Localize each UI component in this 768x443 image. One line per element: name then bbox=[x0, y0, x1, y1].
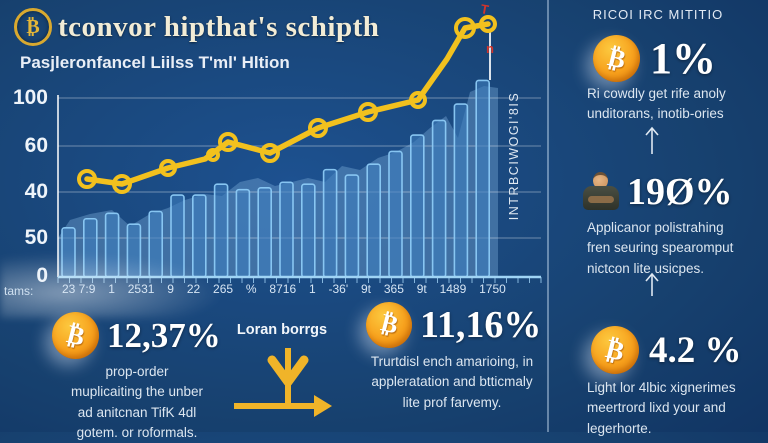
svg-text:T: T bbox=[479, 1, 489, 17]
svg-text:n: n bbox=[486, 41, 494, 56]
person-icon bbox=[583, 172, 619, 212]
x-tick-label: 1 bbox=[108, 282, 115, 296]
bitcoin-icon: ₿ bbox=[52, 312, 99, 359]
bitcoin-icon: ₿ bbox=[366, 302, 412, 348]
y-tick-label: 100 bbox=[12, 86, 48, 109]
page-title: tconvor hipthat's schipth bbox=[58, 10, 380, 43]
sidebar-stat-1: ₿ 1% bbox=[593, 33, 716, 84]
sidebar-divider bbox=[547, 0, 549, 432]
stat-description: prop-order muplicaiting the unber ad ani… bbox=[70, 364, 204, 440]
stat-description: Applicanor polistrahing fren seuring spe… bbox=[587, 220, 734, 276]
x-tick-label: 1489 bbox=[439, 282, 467, 296]
x-tick-label: 8716 bbox=[269, 282, 297, 296]
x-tick-label: 365 bbox=[383, 282, 404, 296]
x-tick-label: 1 bbox=[308, 282, 316, 296]
page-header: ₿ tconvor hipthat's schipth bbox=[14, 8, 379, 46]
x-tick-label: -36' bbox=[328, 282, 349, 296]
x-tick-label: 9t bbox=[416, 282, 427, 296]
x-tick-label: 9t bbox=[360, 282, 371, 296]
y-tick-label: 60 bbox=[24, 134, 48, 157]
x-tick-label: 9 bbox=[167, 282, 174, 296]
x-tick-label: 22 bbox=[186, 282, 201, 296]
bitcoin-icon: ₿ bbox=[593, 35, 640, 82]
stat-value: 4.2 % bbox=[649, 329, 742, 371]
center-note-label: Loran borrgs bbox=[236, 322, 328, 338]
y-tick-label: 40 bbox=[24, 180, 48, 203]
bottom-stat-1: ₿ 12,37% prop-order muplicaiting the unb… bbox=[34, 312, 240, 443]
up-arrow-icon bbox=[645, 126, 659, 154]
up-arrow-icon bbox=[645, 272, 659, 296]
chart-vertical-label: INTRBCIWOGI'8IS bbox=[507, 91, 521, 221]
stat-value: 12,37% bbox=[107, 315, 221, 355]
sidebar-stat-3: ₿ 4.2 % bbox=[591, 326, 742, 374]
stat-value: 19Ø% bbox=[627, 171, 733, 213]
sidebar-stat-2: 19Ø% bbox=[583, 170, 733, 214]
x-axis-labels: 23 7:9 1 2531 9 22 265% 8716 1 -36' 9t 365 9t 1489 17… bbox=[62, 282, 506, 296]
x-tick-label: 1750 bbox=[479, 282, 506, 296]
y-tick-label: 50 bbox=[24, 226, 48, 249]
stat-description: Trurtdisl ench amarioing, in appleratati… bbox=[370, 354, 534, 410]
sidebar-header: RICOI IRC MITITIO bbox=[592, 7, 724, 22]
x-tick-label: 23 7:9 bbox=[62, 282, 96, 296]
stat-value: 11,16% bbox=[420, 304, 542, 346]
price-chart: Tn bbox=[57, 1, 542, 283]
page-subtitle: Pasjleronfancel Liilss T'ml' Hltion bbox=[20, 53, 290, 72]
stat-value: 1% bbox=[650, 34, 716, 83]
x-tick-label: 265 bbox=[213, 282, 234, 296]
x-tick-label: % bbox=[245, 282, 257, 296]
axis-arrows-icon bbox=[234, 348, 332, 417]
stat-description: Light lor 4lbic xignerimes meertrord lix… bbox=[587, 380, 736, 436]
stat-description: Ri cowdly get rife anoly unditorans, ino… bbox=[587, 86, 726, 122]
y-tick-label: 0 bbox=[36, 264, 48, 287]
bitcoin-icon: ₿ bbox=[591, 326, 639, 374]
x-axis-title: tams: bbox=[4, 284, 34, 298]
bitcoin-emblem-icon: ₿ bbox=[14, 8, 52, 46]
center-note: Loran borrgs bbox=[228, 322, 336, 420]
bottom-stat-2: ₿ 11,16% Trurtdisl ench amarioing, in ap… bbox=[352, 302, 552, 413]
x-tick-label: 2531 bbox=[127, 282, 155, 296]
